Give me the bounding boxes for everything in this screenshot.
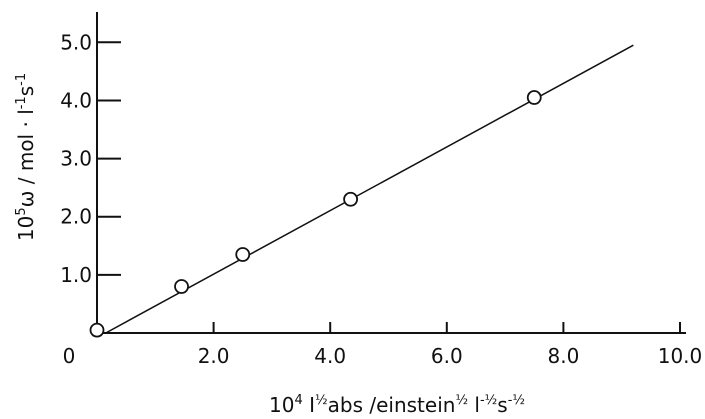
data-point xyxy=(174,279,189,294)
label-superscript: ½ xyxy=(315,393,328,408)
data-points xyxy=(89,90,542,338)
label-superscript: 5 xyxy=(14,207,29,215)
label-superscript: ½ xyxy=(455,393,468,408)
data-point xyxy=(526,90,542,105)
label-segment: 10 xyxy=(269,393,294,417)
label-superscript: -½ xyxy=(480,393,497,408)
origin-label: 0 xyxy=(63,344,76,368)
label-segment: s xyxy=(497,393,507,417)
label-superscript: -½ xyxy=(508,393,525,408)
ticks: 2.0 4.0 6.0 8.0 10.0 1.0 2.0 3.0 4.0 5.0 0 xyxy=(60,30,702,368)
label-superscript: 4 xyxy=(294,393,302,408)
x-tick-label: 2.0 xyxy=(198,344,230,368)
label-segment: abs /einstein xyxy=(328,393,456,417)
label-segment: I xyxy=(303,393,315,417)
y-axis-label: 105ω / mol · l-1s-1 xyxy=(14,73,38,241)
label-superscript: -1 xyxy=(14,96,29,109)
label-superscript: -1 xyxy=(14,73,29,86)
data-point xyxy=(343,191,359,207)
x-tick-label: 8.0 xyxy=(547,344,579,368)
x-tick-label: 10.0 xyxy=(658,344,703,368)
y-tick-label: 2.0 xyxy=(60,205,92,229)
x-tick-label: 6.0 xyxy=(431,344,463,368)
fit-lines xyxy=(105,44,634,334)
label-segment: s xyxy=(14,86,38,96)
y-tick-label: 1.0 xyxy=(60,263,92,287)
x-tick-label: 4.0 xyxy=(314,344,346,368)
label-segment: l xyxy=(468,393,480,417)
y-tick-label: 5.0 xyxy=(60,30,92,54)
fit-line xyxy=(105,44,634,334)
x-axis-label: 104 I½abs /einstein½ l-½s-½ xyxy=(269,393,525,417)
data-point xyxy=(235,247,251,262)
label-segment: 10 xyxy=(14,216,38,241)
y-tick-label: 3.0 xyxy=(60,147,92,171)
y-tick-label: 4.0 xyxy=(60,88,92,112)
label-segment: ω / mol · l xyxy=(14,109,38,207)
data-point xyxy=(89,322,105,338)
axes xyxy=(96,12,686,334)
